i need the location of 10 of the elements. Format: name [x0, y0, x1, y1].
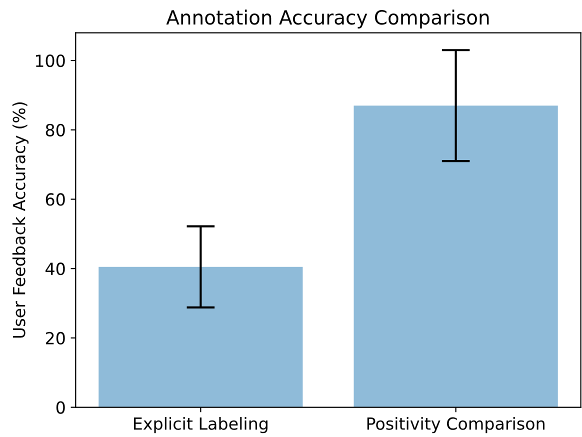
y-tick-label: 0: [56, 401, 65, 414]
x-tick-label: Positivity Comparison: [367, 417, 544, 434]
y-tick-label: 100: [36, 54, 65, 68]
chart-title: Annotation Accuracy Comparison: [166, 10, 489, 28]
y-axis-title: User Feedback Accuracy (%): [12, 102, 29, 338]
y-tick-label: 20: [46, 332, 65, 344]
y-tick-label: 60: [46, 193, 65, 206]
y-tick-label: 80: [46, 124, 65, 136]
y-tick-label: 40: [46, 262, 65, 276]
x-tick-label: Explicit Labeling: [134, 417, 268, 434]
